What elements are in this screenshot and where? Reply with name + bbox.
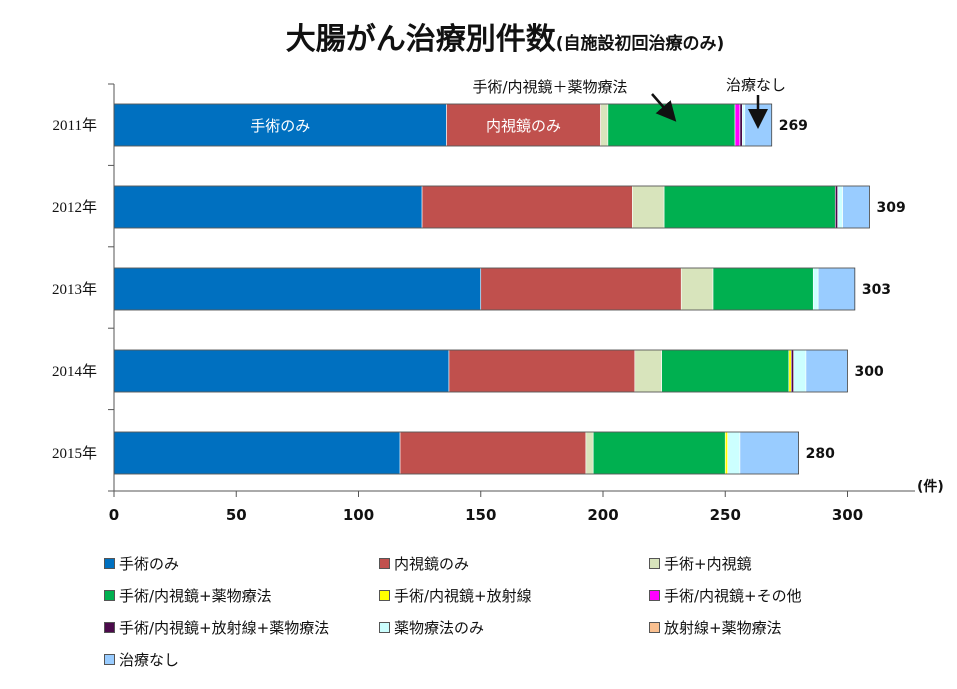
legend-item: 治療なし [104,649,179,670]
bar-segment [113,185,423,229]
bar-segment [661,349,790,393]
legend-label: 手術/内視鏡+放射線+薬物療法 [119,619,330,637]
legend-label: 手術/内視鏡+その他 [664,587,802,605]
bar-segment [837,185,843,229]
bar-segment [607,103,736,147]
bar-segment [739,431,799,475]
bar-segment [480,267,682,311]
x-tick-label: 250 [710,506,741,524]
bar-segment [448,349,636,393]
axes-layer: 0 50 100 150 200 250 300 (件) [108,83,944,524]
callout-arrow [651,93,677,122]
category-label: 2012年 [52,199,97,216]
bar-segment [817,267,856,311]
bar-segment [634,349,662,393]
bar-segment [812,267,819,311]
segment-annotation: 手術のみ [250,117,310,135]
bar-segment [663,185,836,229]
bar-segment [113,267,482,311]
legend-item: 手術+内視鏡 [649,553,752,574]
legend-swatch [104,622,115,633]
legend-label: 薬物療法のみ [394,619,485,637]
x-tick-label: 200 [587,506,618,524]
legend-item: 手術/内視鏡+放射線+薬物療法 [104,617,329,638]
legend-swatch [104,558,115,569]
legend-swatch [649,590,660,601]
callout-label: 手術/内視鏡＋薬物療法 [472,78,627,96]
bar-segment [742,103,746,147]
legend-item: 手術/内視鏡+薬物療法 [104,585,272,606]
x-tick-label: 150 [465,506,496,524]
legend-item: 内視鏡のみ [379,553,469,574]
legend-label: 手術/内視鏡+放射線 [394,587,532,605]
chart-title-main: 大腸がん治療別件数 [285,22,556,57]
total-label: 269 [779,118,808,134]
x-tick-label: 300 [832,506,863,524]
legend-item: 手術/内視鏡+その他 [649,585,802,606]
bar-segment [790,349,795,393]
bar-segment [724,431,728,475]
x-unit-label: (件) [917,478,944,495]
chart-subtitle: (自施設初回治療のみ) [555,34,725,54]
legend-swatch [104,590,115,601]
category-label: 2013年 [52,281,97,298]
x-tick-label: 100 [343,506,374,524]
total-label: 300 [855,364,884,380]
bar-segment [727,431,741,475]
bar-segment [585,431,594,475]
bar-segment [113,431,401,475]
bar-segment [592,431,726,475]
legend-item: 手術のみ [104,553,179,574]
bars-layer [113,103,870,475]
legend-swatch [379,622,390,633]
callout-label: 治療なし [726,76,786,94]
bar-segment [113,103,447,147]
bar-segment [399,431,587,475]
legend-item: 薬物療法のみ [379,617,484,638]
legend-item: 手術/内視鏡+放射線 [379,585,532,606]
bar-segment [680,267,714,311]
x-tick-label: 0 [109,506,119,524]
bar-segment [421,185,633,229]
total-label: 280 [806,446,835,462]
legend-label: 内視鏡のみ [394,555,470,573]
legend-swatch [104,654,115,665]
bar-segment [113,349,450,393]
bar-segment [805,349,848,393]
legend-swatch [379,558,390,569]
labels-layer: 2011年 269 2012年 309 2013年 303 2014年 300 2015年 280… [52,76,906,462]
bar-segment [834,185,839,229]
legend-item: 放射線+薬物療法 [649,617,782,638]
total-label: 303 [862,282,891,298]
bar-segment [632,185,665,229]
legend-swatch [379,590,390,601]
category-label: 2011年 [53,117,97,134]
bar-segment [600,103,609,147]
category-label: 2014年 [52,363,97,380]
x-tick-label: 50 [226,506,247,524]
legend-swatch [649,622,660,633]
bar-segment [734,103,741,147]
bar-segment [739,103,743,147]
category-label: 2015年 [52,445,97,462]
legend-label: 手術+内視鏡 [664,555,752,573]
segment-annotation: 内視鏡のみ [486,117,561,135]
legend-label: 放射線+薬物療法 [664,619,782,637]
legend-label: 治療なし [119,651,180,669]
bar-segment [842,185,870,229]
legend-label: 手術のみ [119,555,180,573]
legend-swatch [649,558,660,569]
bar-segment [712,267,814,311]
legend-label: 手術/内視鏡+薬物療法 [119,587,272,605]
chart-title: 大腸がん治療別件数(自施設初回治療のみ) [0,14,957,58]
bar-segment [788,349,792,393]
total-label: 309 [877,200,906,216]
bar-segment [793,349,807,393]
